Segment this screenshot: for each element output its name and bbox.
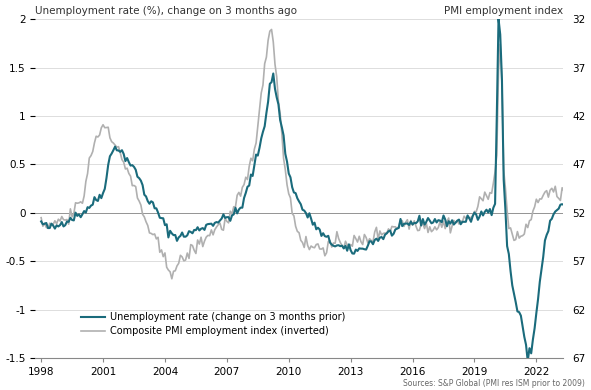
Text: PMI employment index: PMI employment index [444, 5, 563, 16]
Text: Sources: S&P Global (PMI res ISM prior to 2009): Sources: S&P Global (PMI res ISM prior t… [403, 379, 585, 388]
Text: Unemployment rate (%), change on 3 months ago: Unemployment rate (%), change on 3 month… [35, 5, 297, 16]
Legend: Unemployment rate (change on 3 months prior), Composite PMI employment index (in: Unemployment rate (change on 3 months pr… [77, 308, 349, 340]
